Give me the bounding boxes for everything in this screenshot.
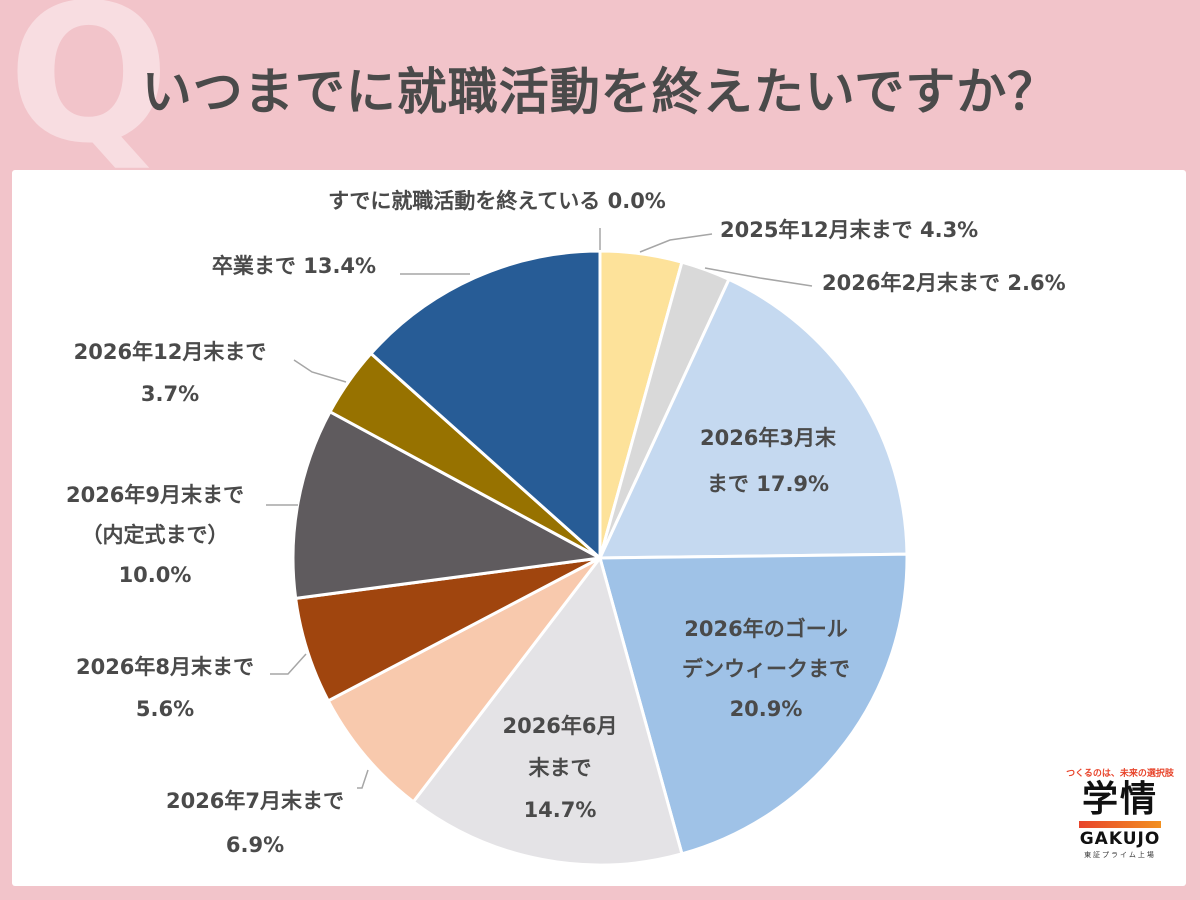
slice-label-4: 2026年3月末まで 17.9%: [700, 426, 837, 496]
slice-label-3: 2026年2月末まで 2.6%: [822, 271, 1066, 295]
slice-label-1: すでに就職活動を終えている 0.0%: [328, 189, 666, 213]
leader-line-10: [293, 359, 347, 383]
logo-name-en: GAKUJO: [1079, 829, 1161, 849]
leader-line-2: [639, 233, 713, 253]
slice-label-2: 2025年12月末まで 4.3%: [720, 218, 978, 242]
slice-label-5: 2026年のゴールデンウィークまで 20.9%: [682, 617, 850, 721]
leader-line-3: [704, 267, 813, 287]
q-watermark: Q: [8, 0, 170, 185]
leader-line-7: [357, 769, 369, 789]
slice-11: [368, 249, 602, 562]
slice-9: [291, 409, 605, 601]
gakujo-logo: つくるのは、未来の選択肢 学情 GAKUJO 東証プライム上場: [1056, 766, 1184, 878]
slice-7: [326, 556, 602, 804]
logo-kanji: 学情: [1081, 779, 1158, 820]
slice-label-11: 卒業まで 13.4%: [212, 254, 376, 278]
leader-line-8: [270, 653, 307, 675]
slice-label-7: 2026年7月末まで 6.9%: [166, 789, 344, 857]
logo-market: 東証プライム上場: [1084, 851, 1156, 859]
slice-label-9: 2026年9月末まで（内定式まで） 10.0%: [66, 483, 244, 587]
slice-label-10: 2026年12月末まで 3.7%: [74, 340, 267, 406]
slice-5: [598, 552, 909, 856]
logo-tagline: つくるのは、未来の選択肢: [1066, 769, 1174, 779]
logo-bar: [1079, 821, 1161, 828]
slice-label-6: 2026年6月末まで 14.7%: [502, 714, 617, 822]
slice-6: [411, 554, 684, 867]
slice-4: [597, 277, 909, 560]
page-title: いつまでに就職活動を終えたいですか？: [141, 63, 1059, 121]
slice-label-8: 2026年8月末まで 5.6%: [76, 655, 254, 721]
